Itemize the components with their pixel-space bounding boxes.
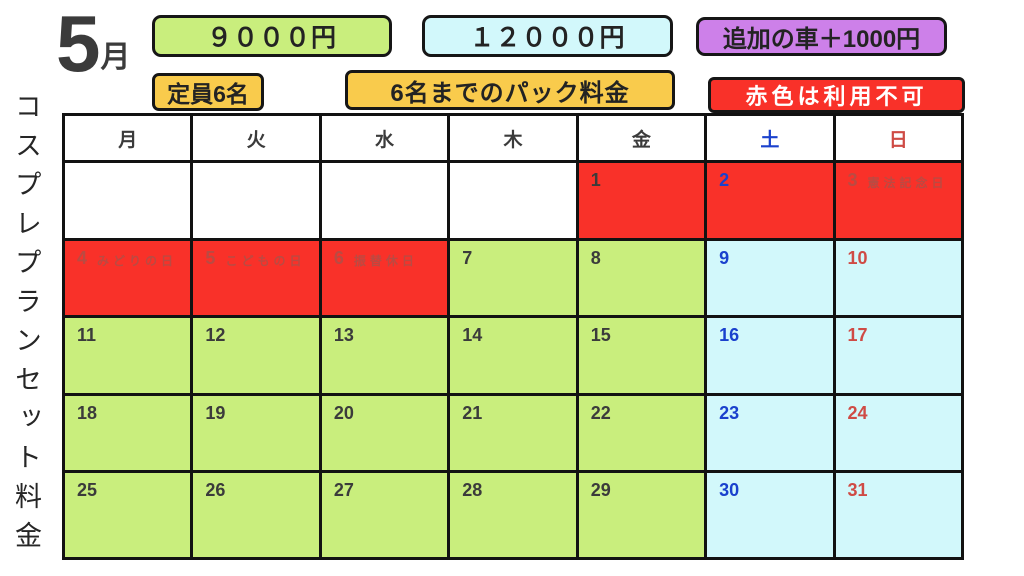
day-number: 27 (333, 480, 354, 500)
day-number: 1 (590, 170, 601, 190)
weekday-header-水: 水 (318, 113, 451, 163)
day-cell-12: 12 (190, 315, 322, 396)
day-number: 5 (205, 248, 216, 268)
day-cell-13: 13 (318, 315, 451, 396)
day-cell-4: 4 みどりの日 (61, 238, 194, 318)
day-cell-7: 7 (447, 238, 579, 318)
day-cell-15: 15 (575, 315, 708, 396)
day-cell-27: 27 (318, 470, 451, 560)
weekday-header-月: 月 (61, 113, 194, 163)
day-cell-5: 5 こどもの日 (190, 238, 322, 318)
calendar-week-row: 25 26 27 28 29 30 31 (61, 470, 965, 560)
day-number: 25 (77, 480, 98, 500)
day-number: 21 (462, 403, 483, 423)
day-number: 31 (847, 480, 868, 500)
day-cell-21: 21 (447, 393, 579, 473)
day-cell-24: 24 (832, 393, 965, 473)
day-cell-30: 30 (704, 470, 836, 560)
day-cell-20: 20 (318, 393, 451, 473)
day-number: 12 (205, 325, 226, 345)
day-cell-17: 17 (832, 315, 965, 396)
day-number: 23 (719, 403, 740, 423)
month-title: 5 月 (56, 0, 131, 88)
calendar-header: 月火水木金土日 (61, 113, 965, 163)
day-number: 6 (333, 248, 344, 268)
day-cell-22: 22 (575, 393, 708, 473)
calendar-body: 1 2 3 憲法記念日 4 みどりの日 5 こどもの日 6 振替休日 7 8 9 10 11 12 13 14 15… (61, 160, 965, 560)
day-cell-empty (447, 160, 579, 241)
weekday-header-row: 月火水木金土日 (61, 113, 965, 163)
day-number: 18 (77, 403, 98, 423)
calendar: 月火水木金土日 1 2 3 憲法記念日 4 みどりの日 5 こどもの日 6 振替休日 7 8 9 10 11… (61, 113, 965, 560)
day-cell-18: 18 (61, 393, 194, 473)
day-cell-28: 28 (447, 470, 579, 560)
day-number: 20 (333, 403, 354, 423)
day-cell-6: 6 振替休日 (318, 238, 451, 318)
weekday-header-金: 金 (575, 113, 708, 163)
calendar-week-row: 11 12 13 14 15 16 17 (61, 315, 965, 396)
day-cell-11: 11 (61, 315, 194, 396)
day-number: 2 (719, 170, 730, 190)
unavailable-note-badge: 赤色は利用不可 (708, 77, 965, 113)
day-cell-9: 9 (704, 238, 836, 318)
day-cell-10: 10 (832, 238, 965, 318)
capacity-badge: 定員6名 (152, 73, 264, 111)
day-number: 14 (462, 325, 483, 345)
holiday-label: みどりの日 (97, 254, 178, 268)
day-cell-31: 31 (832, 470, 965, 560)
day-number: 26 (205, 480, 226, 500)
day-cell-3: 3 憲法記念日 (832, 160, 965, 241)
plan-name-vertical-label: コスプレプランセット料金 (11, 92, 41, 560)
day-number: 16 (719, 325, 740, 345)
day-number: 19 (205, 403, 226, 423)
day-cell-14: 14 (447, 315, 579, 396)
day-cell-empty (318, 160, 451, 241)
day-cell-empty (61, 160, 194, 241)
day-number: 11 (77, 325, 97, 345)
calendar-table: 月火水木金土日 1 2 3 憲法記念日 4 みどりの日 5 こどもの日 6 振替休日 7 8 9 10 11… (61, 113, 965, 560)
pack-price-note-badge: 6名までのパック料金 (345, 70, 675, 110)
day-number: 3 (847, 170, 858, 190)
weekday-header-土: 土 (704, 113, 836, 163)
weekday-header-木: 木 (447, 113, 579, 163)
month-unit-label: 月 (100, 41, 131, 74)
day-cell-25: 25 (61, 470, 194, 560)
day-number: 22 (590, 403, 611, 423)
day-number: 24 (847, 403, 868, 423)
day-cell-1: 1 (575, 160, 708, 241)
day-number: 15 (590, 325, 611, 345)
day-number: 4 (77, 248, 88, 268)
day-number: 9 (719, 248, 730, 268)
month-number: 5 (56, 0, 100, 88)
day-cell-2: 2 (704, 160, 836, 241)
holiday-label: 振替休日 (353, 254, 418, 268)
day-number: 10 (847, 248, 868, 268)
weekend-price-badge: １２０００円 (422, 15, 673, 57)
day-cell-8: 8 (575, 238, 708, 318)
day-cell-16: 16 (704, 315, 836, 396)
day-number: 17 (847, 325, 868, 345)
day-cell-26: 26 (190, 470, 322, 560)
day-number: 13 (333, 325, 354, 345)
weekday-header-火: 火 (190, 113, 322, 163)
extra-car-price-badge: 追加の車＋1000円 (696, 17, 947, 56)
day-cell-23: 23 (704, 393, 836, 473)
day-number: 30 (719, 480, 740, 500)
day-number: 8 (590, 248, 601, 268)
day-number: 28 (462, 480, 483, 500)
day-cell-empty (190, 160, 322, 241)
day-number: 7 (462, 248, 473, 268)
day-cell-19: 19 (190, 393, 322, 473)
calendar-week-row: 1 2 3 憲法記念日 (61, 160, 965, 241)
weekday-price-badge: ９０００円 (152, 15, 392, 57)
day-number: 29 (590, 480, 611, 500)
weekday-header-日: 日 (832, 113, 965, 163)
holiday-label: 憲法記念日 (867, 176, 948, 190)
calendar-week-row: 4 みどりの日 5 こどもの日 6 振替休日 7 8 9 10 (61, 238, 965, 318)
calendar-week-row: 18 19 20 21 22 23 24 (61, 393, 965, 473)
holiday-label: こどもの日 (225, 254, 306, 268)
day-cell-29: 29 (575, 470, 708, 560)
